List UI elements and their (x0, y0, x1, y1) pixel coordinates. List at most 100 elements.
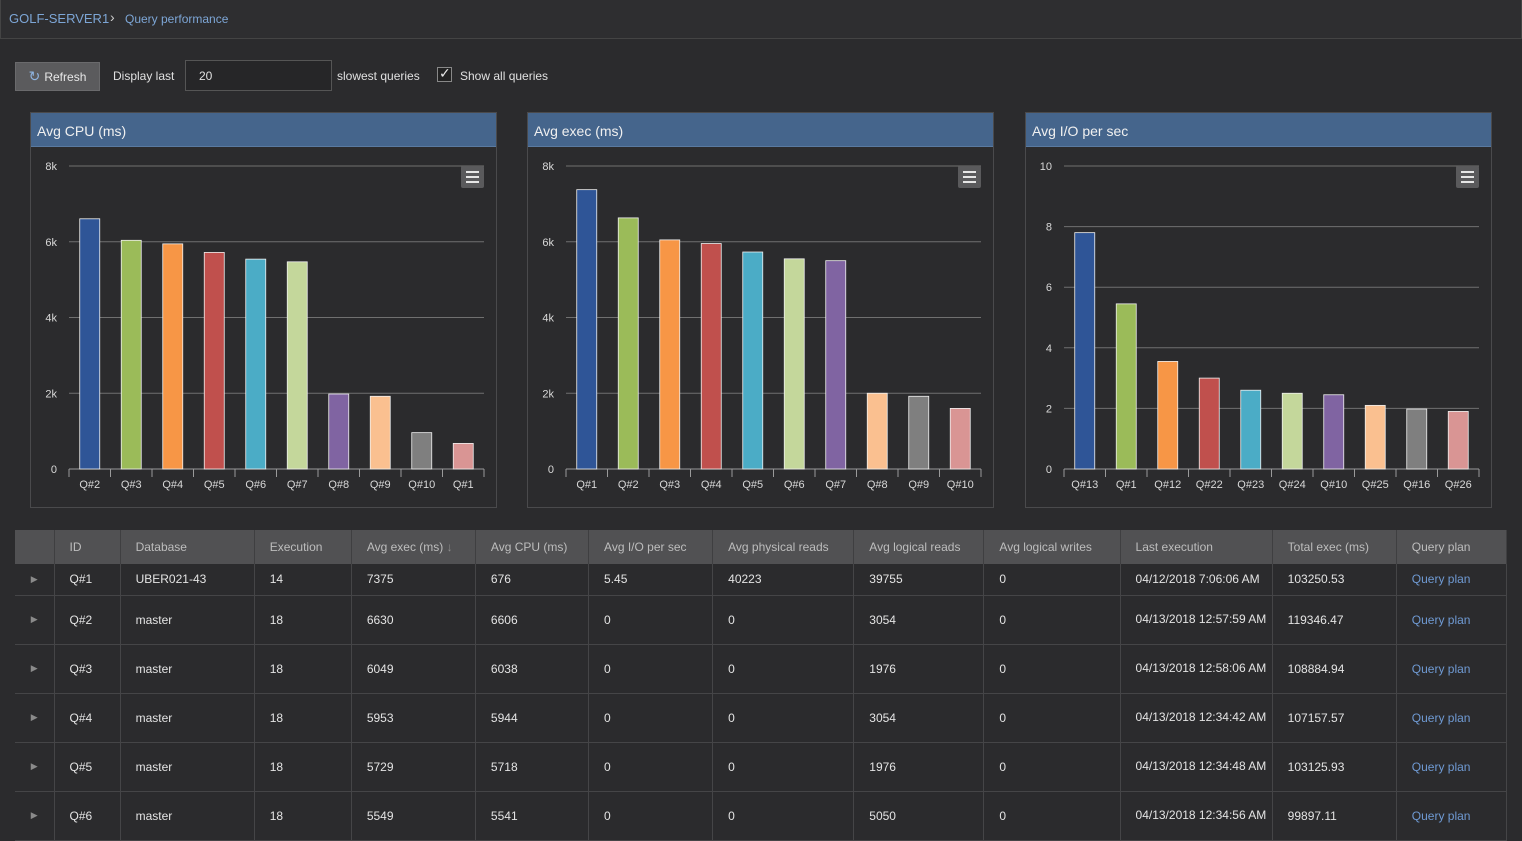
query-count-input[interactable] (185, 60, 332, 91)
bar[interactable] (949, 407, 971, 470)
y-tick-label: 4k (45, 313, 57, 325)
y-tick-label: 4 (1046, 343, 1052, 355)
table-row[interactable]: ▶ Q#4 master 18 5953 5944 0 0 3054 0 04/13/2018 12… (15, 693, 1508, 743)
y-tick-label: 2k (45, 388, 57, 400)
chart-title: Avg CPU (ms) (31, 113, 496, 147)
bar[interactable] (700, 243, 722, 470)
column-header[interactable]: Last execution (1120, 530, 1273, 564)
bar[interactable] (866, 392, 888, 470)
table-cell: 1976 (853, 742, 985, 792)
table-cell: 40223 (712, 564, 855, 596)
chart-menu-icon[interactable] (958, 166, 981, 188)
bar[interactable] (245, 258, 267, 470)
bar[interactable] (1157, 361, 1179, 470)
chevron-right-icon: › (110, 9, 115, 25)
breadcrumb-server-link[interactable]: GOLF-SERVER1 (9, 11, 110, 26)
chart-title: Avg exec (ms) (528, 113, 993, 147)
bar[interactable] (825, 260, 847, 470)
column-header[interactable]: Avg CPU (ms) (475, 530, 590, 564)
bar[interactable] (1406, 408, 1428, 470)
query-plan-link[interactable]: Query plan (1396, 564, 1508, 596)
query-plan-link[interactable]: Query plan (1396, 595, 1508, 645)
column-header[interactable]: Avg exec (ms) ↓ (351, 530, 476, 564)
table-cell: 119346.47 (1272, 595, 1397, 645)
column-header[interactable]: Avg logical reads (853, 530, 985, 564)
expand-row-icon[interactable]: ▶ (15, 564, 55, 596)
table-cell: 1976 (853, 644, 985, 694)
bar[interactable] (576, 189, 598, 470)
table-cell: 18 (254, 791, 352, 841)
table-cell: 0 (712, 693, 855, 743)
chart-menu-icon[interactable] (1456, 166, 1479, 188)
slowest-queries-label: slowest queries (337, 69, 420, 83)
x-tick-label: Q#26 (1445, 479, 1472, 491)
expand-row-icon[interactable]: ▶ (15, 644, 55, 694)
table-row[interactable]: ▶ Q#3 master 18 6049 6038 0 0 1976 0 04/13/2018 12… (15, 644, 1508, 694)
table-cell: 6049 (351, 644, 476, 694)
y-tick-label: 2 (1046, 403, 1052, 415)
refresh-button[interactable]: ↻ Refresh (15, 62, 100, 91)
breadcrumb-page: Query performance (125, 12, 229, 26)
bar[interactable] (369, 395, 391, 470)
table-cell: Q#1 (54, 564, 121, 596)
bar[interactable] (1240, 389, 1262, 470)
bar[interactable] (1364, 404, 1386, 470)
table-cell: 0 (983, 742, 1121, 792)
expand-row-icon[interactable]: ▶ (15, 791, 55, 841)
column-header[interactable]: Total exec (ms) (1272, 530, 1397, 564)
column-header[interactable]: Avg physical reads (712, 530, 855, 564)
bar[interactable] (1323, 394, 1345, 470)
x-tick-label: Q#5 (204, 479, 225, 491)
bar[interactable] (1281, 392, 1303, 470)
table-row[interactable]: ▶ Q#2 master 18 6630 6606 0 0 3054 0 04/13/2018 12… (15, 595, 1508, 645)
table-cell: 99897.11 (1272, 791, 1397, 841)
column-header[interactable]: ID (54, 530, 121, 564)
bar[interactable] (1115, 303, 1137, 470)
column-header[interactable]: Database (120, 530, 255, 564)
table-cell: 39755 (853, 564, 985, 596)
query-plan-link[interactable]: Query plan (1396, 693, 1508, 743)
y-tick-label: 6 (1046, 282, 1052, 294)
bar[interactable] (908, 395, 930, 470)
bar[interactable] (286, 261, 308, 470)
column-header[interactable]: Avg logical writes (983, 530, 1121, 564)
bar[interactable] (328, 393, 350, 470)
show-all-label[interactable]: Show all queries (460, 69, 549, 83)
table-row[interactable]: ▶ Q#5 master 18 5729 5718 0 0 1976 0 04/13/2018 12… (15, 742, 1508, 792)
column-header[interactable]: Avg I/O per sec (588, 530, 714, 564)
bar[interactable] (617, 217, 639, 470)
table-cell: 6606 (475, 595, 590, 645)
chart-menu-icon[interactable] (461, 166, 484, 188)
table-cell: 14 (254, 564, 352, 596)
y-tick-label: 0 (548, 464, 554, 476)
x-tick-label: Q#16 (1403, 479, 1430, 491)
bar[interactable] (1198, 377, 1220, 470)
bar[interactable] (452, 442, 474, 470)
bar[interactable] (79, 218, 101, 470)
expand-row-icon[interactable]: ▶ (15, 693, 55, 743)
show-all-checkbox[interactable]: ✓ (437, 65, 452, 82)
y-tick-label: 8 (1046, 222, 1052, 234)
bar[interactable] (742, 251, 764, 470)
column-header[interactable]: Execution (254, 530, 352, 564)
bar[interactable] (162, 243, 184, 470)
x-tick-label: Q#9 (908, 479, 929, 491)
expand-row-icon[interactable]: ▶ (15, 595, 55, 645)
table-row[interactable]: ▶ Q#6 master 18 5549 5541 0 0 5050 0 04/13/2018 12… (15, 791, 1508, 841)
bar[interactable] (1447, 411, 1469, 470)
column-header[interactable]: Query plan (1396, 530, 1508, 564)
query-plan-link[interactable]: Query plan (1396, 742, 1508, 792)
query-plan-link[interactable]: Query plan (1396, 791, 1508, 841)
bar[interactable] (411, 432, 433, 470)
query-plan-link[interactable]: Query plan (1396, 644, 1508, 694)
x-tick-label: Q#3 (121, 479, 142, 491)
bar[interactable] (203, 252, 225, 470)
bar[interactable] (120, 239, 142, 470)
table-header: ID Database Execution Avg exec (ms) ↓ Avg CP… (15, 530, 1508, 564)
table-cell: 5729 (351, 742, 476, 792)
bar[interactable] (783, 258, 805, 470)
bar[interactable] (1074, 232, 1096, 470)
table-row[interactable]: ▶ Q#1 UBER021-43 14 7375 676 5.45 40223 39755 0 04… (15, 564, 1508, 596)
expand-row-icon[interactable]: ▶ (15, 742, 55, 792)
bar[interactable] (659, 239, 681, 470)
